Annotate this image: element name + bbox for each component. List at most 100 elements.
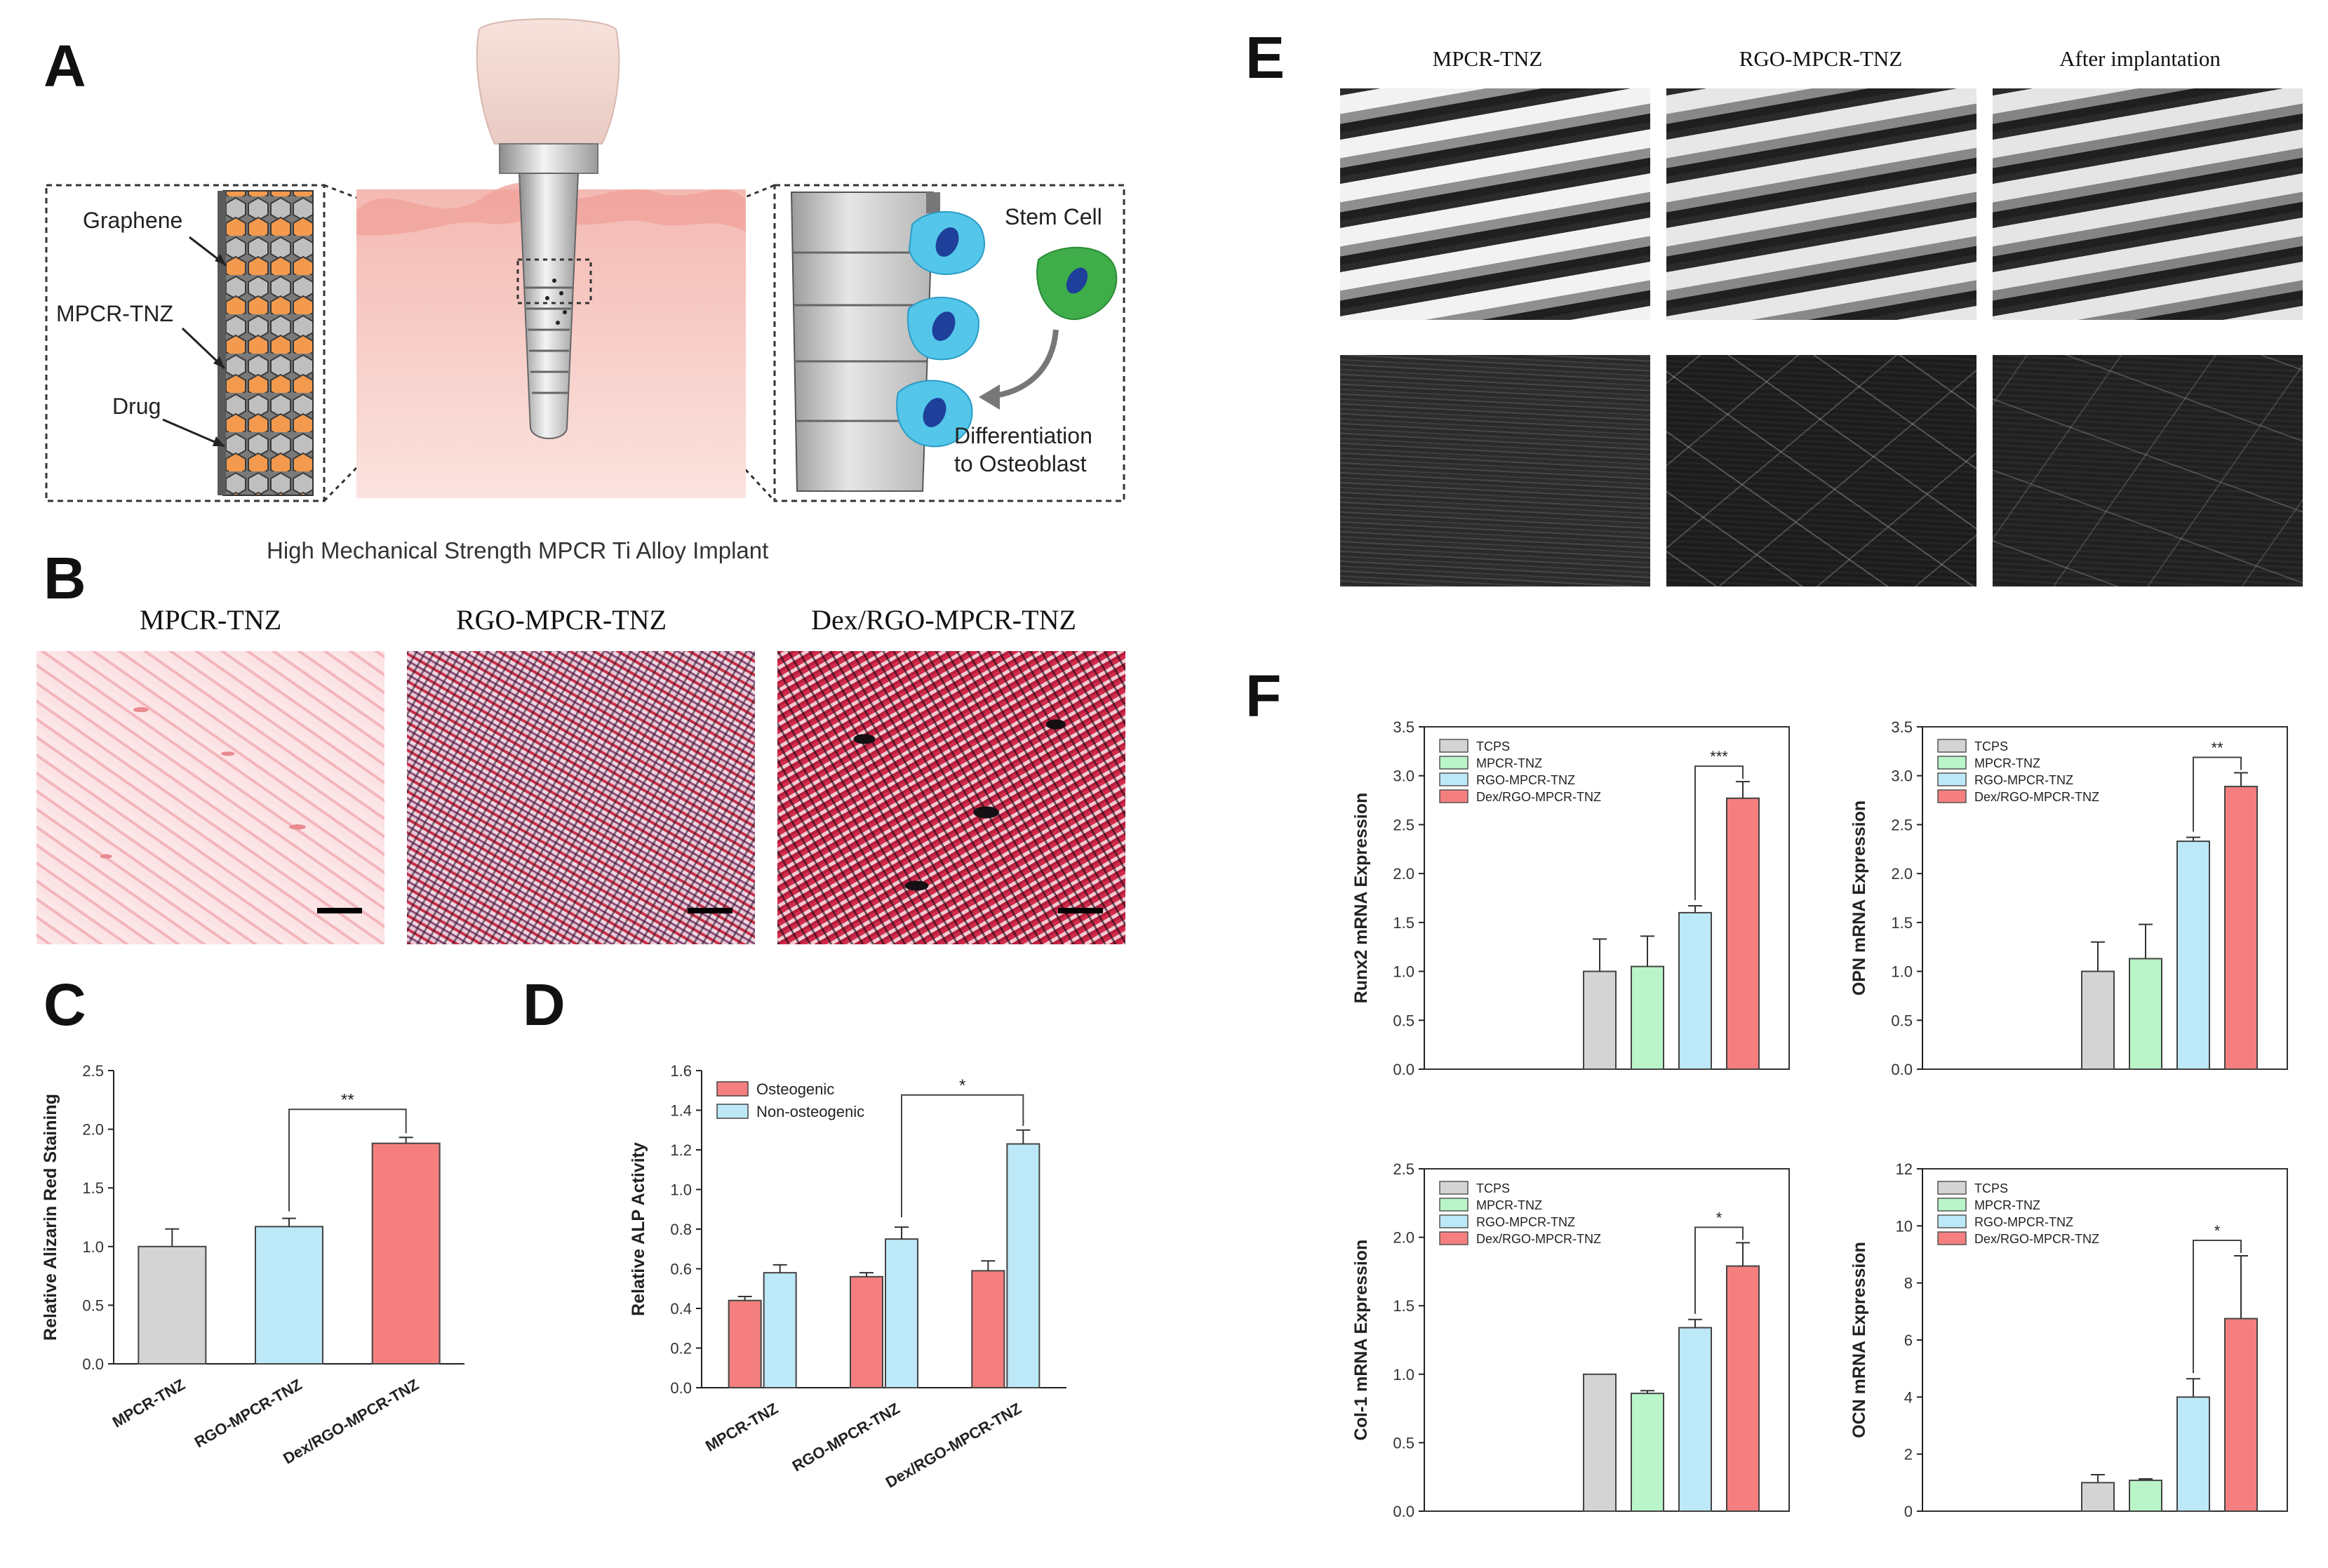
chart-f-runx2-significance-bracket (1694, 765, 1744, 901)
stain-image-dex-rgo-mpcr-tnz (777, 651, 1125, 944)
chart-f-runx2-bar (1631, 965, 1664, 1070)
panel-b-title-2: RGO-MPCR-TNZ (455, 604, 667, 636)
chart-f-runx2-bar (1583, 970, 1617, 1071)
chart-f-ocn-significance-label: * (2214, 1222, 2221, 1240)
chart-f-opn-y-axis-label: OPN mRNA Expression (1849, 800, 1869, 996)
chart-f-runx2-legend-swatch (1439, 756, 1469, 770)
chart-f-runx2-y-tick-label: 3.0 (1393, 768, 1414, 785)
chart-c-y-tick-label: 2.5 (82, 1062, 104, 1080)
chart-f-opn-bar (2224, 786, 2258, 1071)
label-graphene: Graphene (83, 208, 182, 233)
chart-f-ocn-bar (2081, 1482, 2115, 1513)
chart-c-significance-label: ** (341, 1090, 354, 1109)
chart-f-runx2: 0.0 0.5 1.0 1.5 2.0 2.5 3.0 3.5 Runx2 mRNA Expre… (1351, 718, 1790, 1078)
label-stem-cell: Stem Cell (1005, 204, 1102, 229)
chart-d: 0.0 0.2 0.4 0.6 0.8 1.0 1.2 1.4 1.6 Relative ALP … (629, 1062, 1066, 1492)
chart-f-ocn-legend-label: MPCR-TNZ (1974, 1198, 2040, 1212)
chart-f-col1-legend-label: TCPS (1476, 1181, 1510, 1195)
chart-d-legend-swatch (716, 1081, 749, 1097)
stain-image-rgo-mpcr-tnz (407, 651, 755, 944)
chart-f-opn-bar (2176, 840, 2210, 1070)
chart-f-col1-y-tick-label: 0.0 (1393, 1503, 1414, 1520)
chart-f-opn-y-tick-label: 0.0 (1891, 1061, 1913, 1078)
sem-surface-after-implantation (1993, 355, 2303, 587)
chart-d-y-tick-label: 0.8 (670, 1221, 692, 1238)
chart-f-col1-bar (1583, 1373, 1617, 1512)
chart-f-opn-legend-swatch (1937, 756, 1967, 770)
chart-f-col1-significance-label: * (1716, 1209, 1722, 1226)
chart-c-y-tick-label: 2.0 (82, 1121, 104, 1139)
chart-f-ocn: 0 2 4 6 8 10 12 OCN mRNA Expression TCPS MPCR-TNZ… (1849, 1160, 2288, 1520)
chart-f-runx2-y-tick-label: 3.5 (1393, 718, 1414, 736)
chart-f-opn-y-tick-label: 2.0 (1891, 865, 1913, 883)
panel-a-caption: High Mechanical Strength MPCR Ti Alloy I… (267, 537, 769, 563)
chart-f-ocn-y-tick-label: 10 (1896, 1217, 1913, 1235)
chart-f-opn-y-tick-label: 0.5 (1891, 1012, 1913, 1029)
chart-c-y-tick-label: 0.0 (82, 1355, 104, 1373)
chart-d-bar (728, 1299, 762, 1389)
sem-screw-rgo-mpcr-tnz (1666, 88, 1976, 320)
stain-image-mpcr-tnz (36, 651, 384, 944)
chart-f-col1-bar (1726, 1265, 1760, 1512)
chart-f-col1-y-tick-label: 2.0 (1393, 1229, 1414, 1247)
panel-e-title-2: RGO-MPCR-TNZ (1739, 46, 1903, 71)
panel-e-title-1: MPCR-TNZ (1432, 46, 1543, 71)
panel-letter-c: C (44, 972, 86, 1038)
chart-c-bar (371, 1142, 441, 1365)
chart-f-runx2-y-tick-label: 0.5 (1393, 1012, 1414, 1029)
label-drug: Drug (112, 394, 161, 419)
chart-d-significance-label: * (959, 1076, 965, 1095)
chart-f-ocn-y-tick-label: 8 (1904, 1275, 1913, 1292)
chart-f-runx2-y-tick-label: 2.0 (1393, 865, 1414, 883)
chart-c: 0.0 0.5 1.0 1.5 2.0 2.5 Relative Alizarin Red … (41, 1062, 464, 1468)
chart-c-bar (138, 1245, 207, 1365)
panel-letter-f: F (1245, 663, 1282, 729)
chart-f-opn-legend-label: Dex/RGO-MPCR-TNZ (1974, 790, 2099, 804)
chart-f-ocn-legend-label: Dex/RGO-MPCR-TNZ (1974, 1232, 2099, 1246)
chart-f-col1-legend-swatch (1439, 1214, 1469, 1228)
chart-d-y-tick-label: 1.2 (670, 1141, 692, 1159)
chart-f-col1-legend-swatch (1439, 1198, 1469, 1212)
chart-d-y-tick-label: 0.6 (670, 1261, 692, 1278)
chart-f-ocn-legend-swatch (1937, 1198, 1967, 1212)
chart-f-col1-y-tick-label: 1.0 (1393, 1366, 1414, 1383)
chart-f-col1-bar (1631, 1393, 1664, 1512)
chart-f-opn-y-tick-label: 3.0 (1891, 768, 1913, 785)
chart-d-significance-bracket (901, 1094, 1024, 1218)
chart-d-legend-label: Non-osteogenic (756, 1103, 864, 1120)
chart-f-col1-y-axis-label: Col-1 mRNA Expression (1351, 1240, 1371, 1441)
chart-d-bar (1006, 1143, 1041, 1388)
chart-f-runx2-y-tick-label: 1.0 (1393, 963, 1414, 981)
chart-f-runx2-significance-label: *** (1710, 748, 1728, 765)
chart-f-opn-bar (2129, 958, 2162, 1070)
chart-f-opn-legend-swatch (1937, 772, 1967, 786)
chart-f-runx2-legend-label: Dex/RGO-MPCR-TNZ (1476, 790, 1601, 804)
chart-f-opn-legend-label: RGO-MPCR-TNZ (1974, 773, 2073, 787)
chart-f-ocn-bar (2129, 1480, 2162, 1512)
chart-f-col1-legend-label: MPCR-TNZ (1476, 1198, 1542, 1212)
chart-c-y-tick-label: 1.0 (82, 1238, 104, 1256)
chart-f-ocn-y-axis-label: OCN mRNA Expression (1849, 1242, 1869, 1438)
chart-f-col1-legend-swatch (1439, 1231, 1469, 1245)
chart-f-opn-legend-swatch (1937, 739, 1967, 753)
chart-f-opn-legend-swatch (1937, 789, 1967, 803)
chart-f-runx2-legend-swatch (1439, 772, 1469, 786)
sem-screw-mpcr-tnz (1340, 88, 1650, 320)
chart-f-ocn-legend-swatch (1937, 1231, 1967, 1245)
chart-f-runx2-bar (1726, 797, 1760, 1070)
chart-f-opn-significance-label: ** (2211, 739, 2223, 757)
chart-c-significance-bracket (288, 1108, 407, 1212)
chart-c-y-axis-label: Relative Alizarin Red Staining (41, 1094, 60, 1341)
panel-letter-b: B (44, 545, 86, 611)
chart-f-opn-y-tick-label: 3.5 (1891, 718, 1913, 736)
chart-d-bar (971, 1270, 1005, 1389)
chart-f-runx2-legend-label: MPCR-TNZ (1476, 756, 1542, 770)
chart-f-runx2-y-axis-label: Runx2 mRNA Expression (1351, 793, 1371, 1004)
chart-d-legend-swatch (716, 1104, 749, 1119)
chart-f-col1-y-tick-label: 0.5 (1393, 1434, 1414, 1452)
chart-f-ocn-y-tick-label: 12 (1896, 1160, 1913, 1178)
chart-c-y-tick-label: 0.5 (82, 1296, 104, 1314)
chart-f-ocn-y-tick-label: 6 (1904, 1332, 1913, 1349)
chart-f-opn-significance-bracket (2193, 756, 2242, 832)
panel-letter-a: A (44, 33, 86, 99)
